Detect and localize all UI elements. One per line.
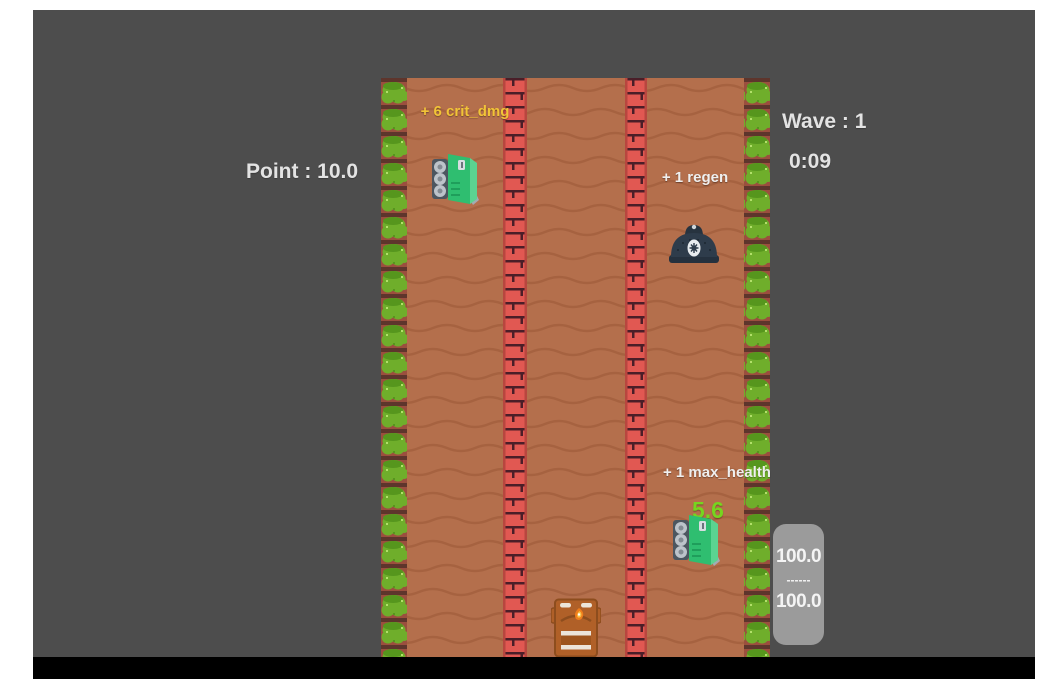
base-health-panel: 100.0 ------ 100.0 xyxy=(773,524,824,645)
upgrade-label-crit-dmg: + 6 crit_dmg xyxy=(420,103,510,120)
crit-dmg-upgrade-machine[interactable] xyxy=(430,148,480,206)
dirt-lane-middle xyxy=(527,78,625,657)
dirt-lane-right xyxy=(647,78,744,657)
game-field xyxy=(381,78,770,657)
wave-timer: 0:09 xyxy=(789,150,832,173)
health-max: 100.0 xyxy=(775,591,822,612)
points-counter: Point : 10.0 xyxy=(246,160,359,183)
grass-column-right xyxy=(744,78,770,657)
upgrade-label-max-health: + 1 max_health xyxy=(663,464,771,481)
slot-machine-icon xyxy=(432,154,479,205)
base-door-icon xyxy=(551,598,601,657)
grass-column-left xyxy=(381,78,407,657)
wave-counter: Wave : 1 xyxy=(782,110,867,133)
base-door xyxy=(551,598,601,657)
health-divider: ------ xyxy=(786,573,811,587)
upgrade-label-regen: + 1 regen xyxy=(661,169,729,186)
dome-turret-icon xyxy=(669,224,719,263)
slot-machine-icon xyxy=(673,515,720,566)
regen-dome-turret[interactable] xyxy=(665,221,723,265)
bottom-bar xyxy=(33,657,1035,679)
max-health-upgrade-machine[interactable] xyxy=(671,509,721,567)
health-current: 100.0 xyxy=(775,546,822,567)
brick-wall-left xyxy=(503,78,527,657)
brick-wall-right xyxy=(625,78,647,657)
